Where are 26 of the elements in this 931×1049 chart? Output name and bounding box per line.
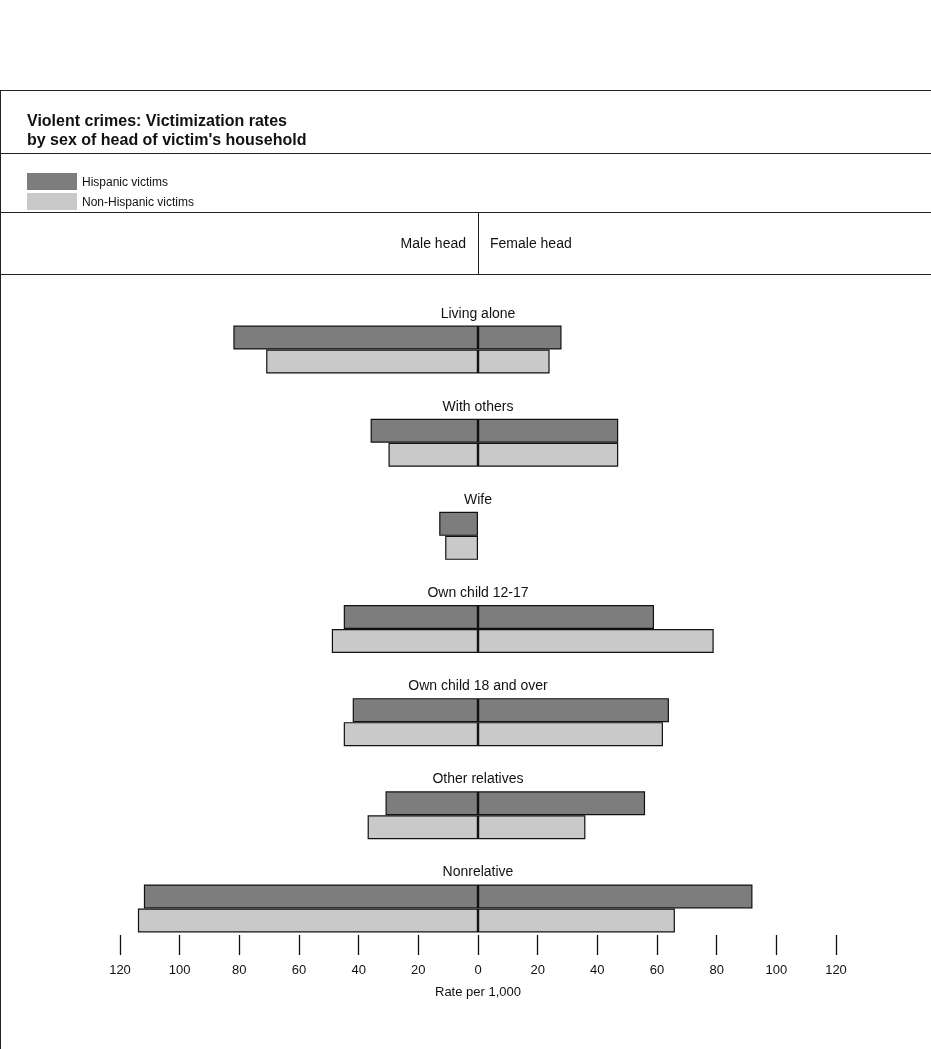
y-tick-label: With others bbox=[442, 397, 514, 414]
text: Female head bbox=[490, 235, 572, 251]
x-tick-label: 40 bbox=[590, 962, 605, 977]
x-tick-label: 80 bbox=[709, 962, 724, 977]
y-tick-label: Own child 18 and over bbox=[408, 677, 548, 694]
y-tick-label: Nonrelative bbox=[442, 863, 514, 880]
x-tick-label: 40 bbox=[351, 962, 366, 977]
y-tick-label: Wife bbox=[464, 490, 493, 507]
y-tick-label: Own child 12-17 bbox=[427, 584, 529, 600]
y-tick-label: Other relatives bbox=[432, 770, 524, 787]
x-tick-label: 20 bbox=[411, 962, 426, 977]
y-tick-label: Living alone bbox=[440, 304, 516, 321]
chart-title: Violent crimes: Victimization rates by sex of head of victim's household bbox=[27, 112, 307, 148]
x-tick-label: 120 bbox=[825, 962, 847, 977]
legend-label: Non-Hispanic victims bbox=[82, 194, 195, 209]
x-axis-title: Rate per 1,000 bbox=[434, 984, 522, 999]
legend-label: Hispanic victims bbox=[82, 174, 169, 189]
x-tick-label: 60 bbox=[291, 962, 307, 977]
x-tick-label: 120 bbox=[109, 962, 131, 977]
x-tick-label: 20 bbox=[530, 962, 545, 977]
x-tick-label: 100 bbox=[168, 962, 191, 977]
x-tick-label: 100 bbox=[765, 962, 788, 977]
x-tick-label: 80 bbox=[232, 962, 247, 977]
x-tick-label: 60 bbox=[649, 962, 665, 977]
x-tick-label: 0 bbox=[474, 962, 482, 977]
text: Male head bbox=[400, 235, 466, 251]
